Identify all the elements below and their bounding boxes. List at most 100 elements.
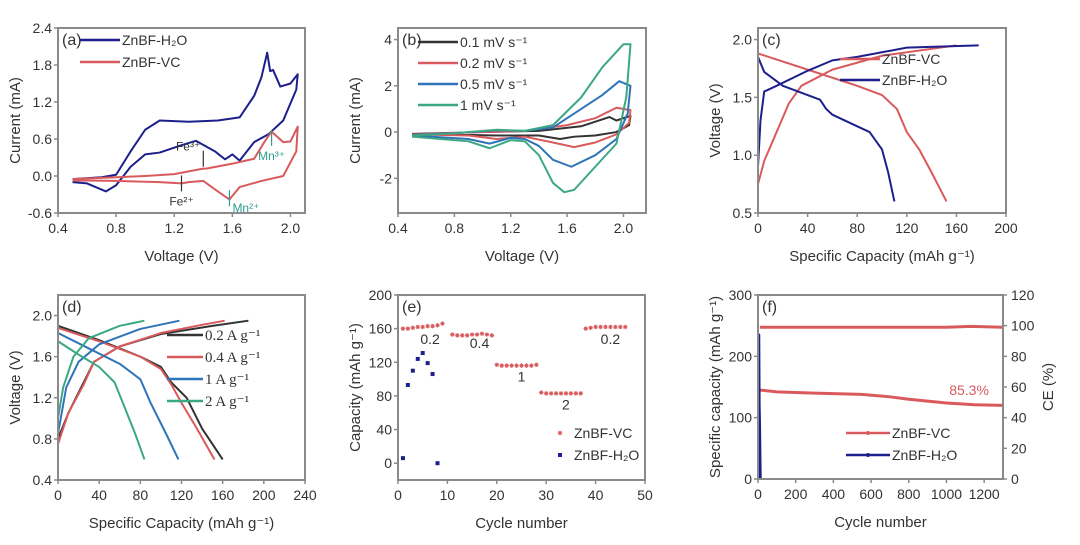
data-point-znbf-vc [558, 391, 564, 396]
x-tick-label: 160 [945, 220, 969, 236]
charge-curve-1-a-g- [58, 319, 180, 434]
y-tick-label: 1.2 [33, 390, 53, 406]
y-tick-label: 0.5 [733, 205, 753, 221]
discharge-curve-0-4-a-g- [58, 326, 216, 460]
y-axis-title: Capacity (mAh g⁻¹) [347, 323, 364, 452]
x-axis-title: Voltage (V) [485, 248, 559, 265]
legend-item: ZnBF-VC [840, 51, 940, 67]
x-tick-label: 1.2 [501, 220, 521, 236]
data-point-znbf-vc [460, 333, 465, 338]
panel-label: (d) [62, 299, 82, 316]
y-tick-label: 100 [729, 410, 753, 426]
y-tick-label: 4 [384, 32, 392, 48]
y-tick-label: 1.8 [33, 57, 53, 73]
legend-marker [866, 431, 870, 435]
plot-area [58, 319, 249, 460]
data-point-znbf-h-o [435, 461, 440, 466]
x-tick-label: 20 [489, 487, 505, 503]
y-right-axis-title: CE (%) [1040, 363, 1057, 411]
data-point-znbf-vc [509, 363, 514, 368]
x-tick-label: 40 [800, 220, 816, 236]
panel-b: 0.4 0.8 1.2 1.6 2.0 -2 0 2 4 Voltage (V) Current (… [347, 27, 647, 265]
y-axis-title: Specific capacity (mAh g⁻¹) [707, 296, 724, 478]
y-tick-label: 0 [744, 471, 752, 487]
plot-frame [57, 27, 306, 214]
y-axis-title: Current (mA) [7, 77, 24, 164]
data-point-znbf-vc [469, 332, 475, 337]
cv-curve-znbf-h-o [72, 51, 299, 193]
legend-label: ZnBF-H₂O [122, 32, 187, 48]
data-point-znbf-vc [455, 333, 460, 338]
plot-frame [397, 27, 647, 214]
legend-marker [558, 453, 562, 457]
legend-item: ZnBF-H₂O [558, 447, 639, 463]
data-point-znbf-vc [623, 324, 628, 330]
x-tick-label: 0 [54, 487, 62, 503]
data-point-znbf-vc [534, 362, 539, 367]
legend-label: 0.2 mV s⁻¹ [460, 55, 528, 71]
legend-item: 2 A g⁻¹ [167, 394, 249, 410]
y-axis-title: Voltage (V) [707, 83, 724, 157]
y-tick-label: 0 [384, 455, 392, 471]
cv-curve-znbf-vc [72, 125, 299, 201]
legend-item: 1 A g⁻¹ [167, 372, 249, 388]
data-point-znbf-vc [405, 326, 411, 331]
y-tick-label: -0.6 [28, 205, 52, 221]
retention-label: 85.3% [949, 382, 989, 398]
legend-item: 0.2 A g⁻¹ [167, 328, 260, 344]
data-point-znbf-vc [588, 325, 593, 330]
panel-label: (c) [762, 32, 781, 49]
legend-item: 0.1 mV s⁻¹ [418, 34, 528, 50]
data-point-znbf-h-o [425, 361, 430, 366]
legend-label: 0.1 mV s⁻¹ [460, 34, 528, 50]
legend-item: 0.5 mV s⁻¹ [418, 76, 528, 92]
x-tick-label: 0.8 [445, 220, 465, 236]
legend-label: ZnBF-VC [892, 425, 950, 441]
legend-label: ZnBF-VC [574, 425, 632, 441]
x-tick-label: 120 [170, 487, 194, 503]
data-point-znbf-vc [440, 321, 445, 326]
x-tick-label: 0 [394, 487, 402, 503]
y-tick-label: 120 [369, 354, 393, 370]
x-axis-title: Cycle number [834, 514, 927, 531]
x-tick-label: 40 [588, 487, 604, 503]
x-tick-label: 0.4 [48, 220, 68, 236]
data-point-znbf-vc [514, 363, 519, 368]
x-tick-label: 80 [849, 220, 865, 236]
x-tick-label: 80 [133, 487, 149, 503]
peak-label: Fe²⁺ [169, 194, 193, 208]
data-point-znbf-vc [435, 323, 440, 328]
ce-curve-znbf-vc [759, 324, 1003, 329]
data-point-znbf-vc [499, 363, 504, 368]
data-point-znbf-vc [489, 333, 495, 338]
charge-curve-2-a-g- [58, 319, 145, 419]
data-point-znbf-vc [583, 326, 588, 331]
x-tick-label: 1.6 [223, 220, 243, 236]
panel-label: (b) [402, 32, 422, 49]
peak-label: Mn³⁺ [258, 149, 285, 163]
legend-label: 1 A g⁻¹ [205, 372, 249, 388]
data-point-znbf-vc [474, 332, 480, 337]
x-axis-title: Cycle number [475, 515, 568, 532]
x-tick-label: 0 [754, 486, 762, 502]
y-tick-label: 40 [376, 422, 392, 438]
data-point-znbf-vc [450, 332, 455, 337]
legend-label: 0.4 A g⁻¹ [205, 350, 260, 366]
x-tick-label: 240 [293, 487, 317, 503]
peak-label: Mn²⁺ [232, 201, 259, 215]
x-tick-label: 120 [895, 220, 919, 236]
y-tick-label: 1.6 [33, 349, 53, 365]
x-tick-label: 200 [784, 486, 808, 502]
y-right-tick-label: 120 [1011, 287, 1035, 303]
legend-item: ZnBF-H₂O [840, 72, 947, 88]
data-point-znbf-vc [553, 391, 559, 396]
legend-label: 2 A g⁻¹ [205, 394, 249, 410]
y-right-tick-label: 0 [1011, 471, 1019, 487]
y-tick-label: 2.0 [33, 308, 53, 324]
data-point-znbf-vc [484, 332, 490, 337]
legend-label: ZnBF-H₂O [892, 447, 957, 463]
y-tick-label: 200 [729, 348, 753, 364]
x-tick-label: 400 [822, 486, 846, 502]
data-point-znbf-vc [593, 324, 598, 330]
x-axis-title: Voltage (V) [144, 248, 218, 265]
